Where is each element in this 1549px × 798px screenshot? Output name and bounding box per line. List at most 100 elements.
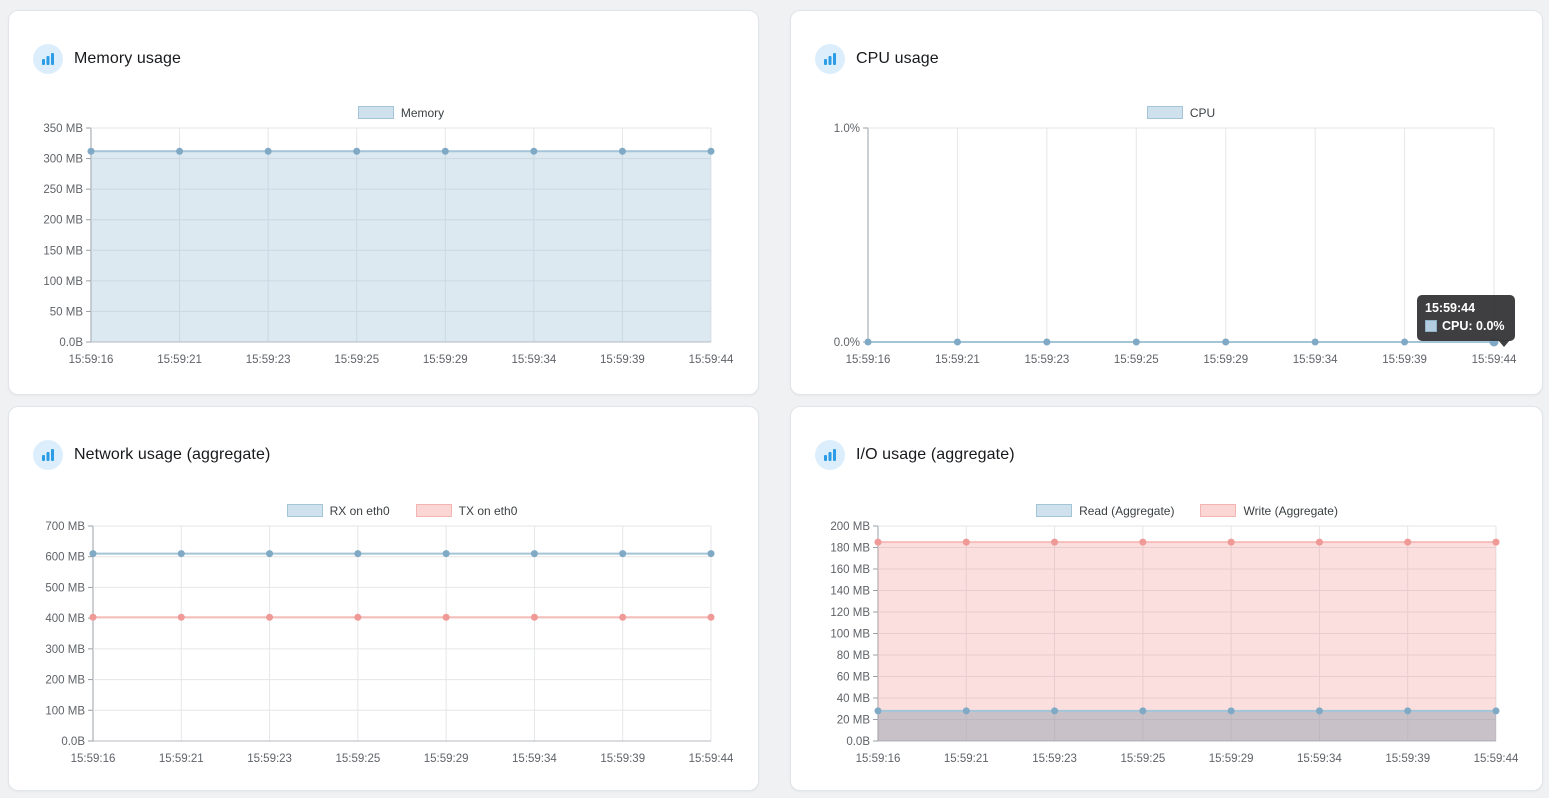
- x-tick-label: 15:59:25: [1114, 354, 1159, 366]
- data-point[interactable]: [442, 550, 450, 558]
- legend-label: TX on eth0: [458, 503, 518, 518]
- y-tick-label: 160 MB: [830, 564, 870, 576]
- data-point[interactable]: [1139, 538, 1147, 546]
- bar-chart-icon: [815, 440, 845, 470]
- y-tick-label: 60 MB: [837, 672, 871, 684]
- x-tick-label: 15:59:34: [1293, 354, 1338, 366]
- y-tick-label: 100 MB: [45, 705, 85, 717]
- legend-item[interactable]: CPU: [1146, 105, 1216, 120]
- legend-item[interactable]: RX on eth0: [286, 504, 390, 518]
- series-area: [91, 151, 711, 342]
- x-tick-label: 15:59:16: [846, 354, 891, 366]
- legend-item[interactable]: TX on eth0: [415, 503, 518, 518]
- panel-header: CPU usage: [815, 44, 939, 74]
- data-point[interactable]: [1051, 707, 1059, 715]
- data-point[interactable]: [264, 147, 272, 155]
- data-point[interactable]: [619, 550, 627, 558]
- legend-swatch: [1036, 504, 1073, 517]
- legend-item[interactable]: Read (Aggregate): [1036, 504, 1174, 518]
- y-tick-label: 80 MB: [837, 650, 871, 662]
- x-tick-label: 15:59:44: [689, 354, 734, 366]
- y-tick-label: 140 MB: [830, 586, 870, 598]
- data-point[interactable]: [177, 613, 185, 621]
- memory-usage-chart[interactable]: 350 MB 300 MB 250 MB 200 MB 150 MB 100 MB 50 M…: [9, 118, 756, 370]
- y-tick-label: 0.0B: [61, 736, 85, 748]
- data-point[interactable]: [530, 613, 538, 621]
- network-usage-chart[interactable]: 700 MB 600 MB 500 MB 400 MB 300 MB 200 MB 100 …: [9, 516, 756, 768]
- data-point[interactable]: [1492, 707, 1500, 715]
- series-area: [878, 542, 1496, 741]
- data-point[interactable]: [1227, 707, 1235, 715]
- x-tick-label: 15:59:44: [1474, 753, 1519, 765]
- data-point[interactable]: [1311, 338, 1319, 346]
- data-point[interactable]: [442, 613, 450, 621]
- bar-chart-icon: [33, 44, 63, 74]
- data-point[interactable]: [89, 613, 97, 621]
- data-point[interactable]: [619, 613, 627, 621]
- data-point[interactable]: [707, 613, 715, 621]
- data-point[interactable]: [707, 147, 715, 155]
- data-point[interactable]: [266, 550, 274, 558]
- panel-title: Memory usage: [74, 50, 182, 67]
- x-tick-label: 15:59:34: [511, 354, 556, 366]
- legend-item[interactable]: Write (Aggregate): [1200, 504, 1338, 518]
- data-point[interactable]: [1222, 338, 1230, 346]
- bar-chart-icon: [33, 440, 63, 470]
- data-point[interactable]: [1139, 707, 1147, 715]
- data-point[interactable]: [353, 147, 361, 155]
- data-point[interactable]: [874, 707, 882, 715]
- data-point[interactable]: [707, 550, 715, 558]
- data-point[interactable]: [1132, 338, 1140, 346]
- y-tick-label: 40 MB: [837, 693, 871, 705]
- y-tick-label: 0.0%: [834, 337, 860, 349]
- legend-swatch: [1200, 504, 1237, 517]
- x-tick-label: 15:59:23: [246, 354, 291, 366]
- data-point[interactable]: [354, 613, 362, 621]
- data-point[interactable]: [874, 538, 882, 546]
- y-tick-label: 180 MB: [830, 543, 870, 555]
- y-tick-label: 100 MB: [830, 629, 870, 641]
- data-point[interactable]: [618, 147, 626, 155]
- data-point[interactable]: [87, 147, 95, 155]
- x-tick-label: 15:59:25: [334, 354, 379, 366]
- data-point[interactable]: [1315, 707, 1323, 715]
- data-point[interactable]: [177, 550, 185, 558]
- data-point[interactable]: [1051, 538, 1059, 546]
- data-point[interactable]: [1227, 538, 1235, 546]
- data-point[interactable]: [176, 147, 184, 155]
- io-usage-chart[interactable]: 200 MB 180 MB 160 MB 140 MB 120 MB 100 MB 80 M…: [791, 516, 1540, 768]
- data-point[interactable]: [962, 707, 970, 715]
- x-tick-label: 15:59:21: [159, 753, 204, 765]
- data-point[interactable]: [962, 538, 970, 546]
- legend-swatch: [1146, 106, 1183, 119]
- legend-swatch: [357, 106, 394, 119]
- data-point[interactable]: [1404, 707, 1412, 715]
- data-point[interactable]: [441, 147, 449, 155]
- data-point[interactable]: [1492, 538, 1500, 546]
- x-tick-label: 15:59:21: [944, 753, 989, 765]
- data-point[interactable]: [864, 338, 872, 346]
- panel-title: I/O usage (aggregate): [856, 446, 1015, 463]
- x-tick-label: 15:59:23: [247, 753, 292, 765]
- legend-label: CPU: [1189, 105, 1216, 120]
- x-tick-label: 15:59:34: [1297, 753, 1342, 765]
- x-tick-label: 15:59:44: [689, 753, 734, 765]
- data-point[interactable]: [1315, 538, 1323, 546]
- data-point[interactable]: [266, 613, 274, 621]
- y-tick-label: 300 MB: [43, 154, 83, 166]
- data-point[interactable]: [530, 147, 538, 155]
- x-tick-label: 15:59:16: [69, 354, 114, 366]
- bar-chart-icon: [815, 44, 845, 74]
- data-point[interactable]: [354, 550, 362, 558]
- legend-item[interactable]: Memory: [357, 106, 444, 120]
- data-point[interactable]: [1401, 338, 1409, 346]
- data-point[interactable]: [1404, 538, 1412, 546]
- panel-header: Memory usage: [33, 44, 181, 74]
- data-point[interactable]: [1043, 338, 1051, 346]
- x-tick-label: 15:59:34: [512, 753, 557, 765]
- data-point[interactable]: [89, 550, 97, 558]
- panel-memory-usage: Memory usage Memory 350 MB 300 MB 250 MB 20…: [8, 10, 759, 395]
- data-point[interactable]: [953, 338, 961, 346]
- data-point[interactable]: [530, 550, 538, 558]
- cpu-usage-chart[interactable]: 1.0% 0.0% 15:59:16 15:59:21 15:59:23 15:59:25…: [791, 118, 1540, 370]
